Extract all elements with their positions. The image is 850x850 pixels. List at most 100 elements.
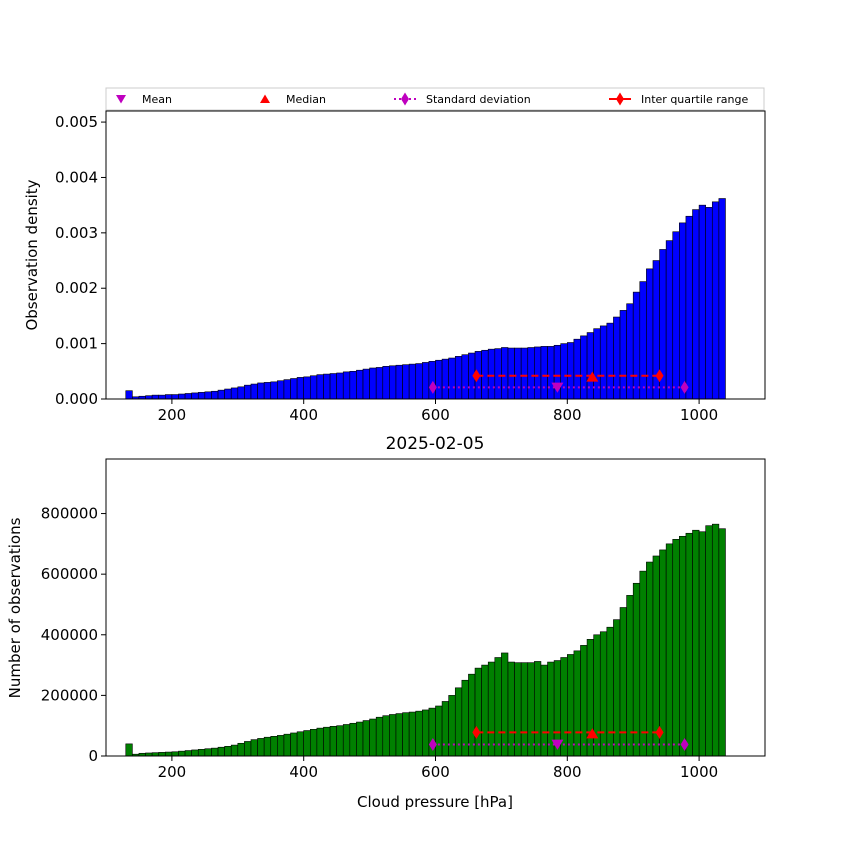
histogram-bar (665, 543, 674, 757)
histogram-bar (632, 582, 641, 757)
median-marker (586, 728, 599, 739)
histogram-bar (329, 373, 337, 400)
histogram-bar (566, 654, 575, 757)
histogram-bar (290, 732, 298, 757)
histogram-bar (540, 664, 548, 757)
histogram-bar (389, 714, 397, 757)
histogram-bar (679, 535, 687, 757)
std-marker (428, 737, 437, 751)
x-axis-label: Cloud pressure [hPa] (357, 793, 513, 811)
histogram-bar (290, 378, 298, 400)
legend-entry: Mean (116, 93, 172, 106)
histogram-bar (342, 371, 351, 400)
mean-marker (551, 739, 564, 750)
histogram-bar (323, 726, 331, 757)
y-tick-label: 600000 (41, 565, 98, 583)
x-tick-label: 600 (421, 763, 450, 781)
histogram-bar (606, 626, 614, 757)
histogram-bar (257, 738, 265, 757)
x-tick-label: 1000 (680, 406, 718, 424)
histogram-bar (672, 539, 680, 757)
histogram-bar (454, 356, 463, 400)
y-tick-label: 0.002 (55, 279, 98, 297)
histogram-bar (244, 384, 252, 400)
x-tick-label: 800 (553, 763, 582, 781)
histogram-bar (369, 718, 377, 757)
histogram-bar (514, 662, 522, 757)
histogram-bar (718, 528, 726, 757)
histogram-bar (283, 379, 291, 400)
histogram-bar (428, 361, 436, 400)
legend-entry: Inter quartile range (609, 92, 748, 106)
density-histogram: 200 400 600 800 1000 0.000 0.001 0.002 0.003 0.0… (23, 110, 766, 424)
histogram-bar (619, 607, 627, 757)
histogram-bar (263, 382, 272, 400)
y-tick-label: 0.004 (55, 168, 98, 186)
histogram-bar (665, 240, 674, 400)
histogram-bar (646, 561, 654, 757)
histogram-bar (362, 720, 370, 757)
histogram-bar (573, 650, 581, 757)
legend-label: Standard deviation (426, 93, 531, 106)
y-tick-label: 200000 (41, 686, 98, 704)
histogram-bar (349, 722, 357, 757)
y-axis-label-top: Observation density (23, 179, 41, 330)
y-tick-label: 0.001 (55, 335, 98, 353)
histogram-bar (547, 346, 555, 400)
histogram-bar (520, 662, 529, 757)
histogram-bar (270, 381, 278, 400)
histogram-bar (632, 291, 641, 400)
histogram-bar (501, 652, 509, 757)
histogram-bar (125, 390, 133, 400)
histogram-bar (685, 532, 693, 757)
histogram-bar (283, 733, 291, 757)
histogram-bar (158, 752, 166, 757)
histogram-bar (375, 367, 384, 400)
legend-label: Median (286, 93, 326, 106)
histogram-bar (211, 390, 219, 400)
histogram-bar (217, 389, 225, 400)
median-marker (586, 371, 599, 382)
iqr-marker (472, 725, 481, 739)
histogram-bar (507, 661, 515, 757)
histogram-bar (692, 209, 700, 400)
histogram-bar (514, 347, 522, 400)
legend-entry: Standard deviation (394, 92, 531, 106)
y-tick-label: 0.003 (55, 224, 98, 242)
histogram-bar (626, 303, 634, 400)
legend: Mean Median Standard deviation Inter quarti… (105, 87, 765, 111)
histogram-bar (494, 348, 502, 400)
histogram-bar (257, 382, 265, 400)
histogram-bar (613, 619, 621, 757)
histogram-bar (277, 735, 285, 757)
histogram-bar (224, 388, 232, 400)
histogram-bar (461, 679, 469, 757)
histogram-bar (356, 369, 364, 400)
histogram-bar (448, 357, 456, 400)
histogram-bar (178, 750, 186, 757)
x-tick-label: 600 (421, 406, 450, 424)
histogram-bar (646, 268, 654, 400)
histogram-bar (171, 394, 179, 400)
histogram-bar (211, 747, 219, 757)
histogram-bar (507, 347, 515, 400)
y-tick-label: 800000 (41, 505, 98, 523)
histogram-bar (323, 373, 331, 400)
histogram-bar (534, 346, 542, 400)
histogram-bar (217, 746, 225, 757)
histogram-bar (619, 310, 627, 400)
histogram-bar (435, 705, 443, 757)
histogram-bar (652, 555, 660, 757)
histogram-bar (606, 322, 614, 400)
histogram-bar (316, 727, 324, 757)
chart-title: 2025-02-05 (386, 434, 485, 454)
histogram-bar (303, 730, 311, 757)
histogram-bar (481, 664, 489, 757)
histogram-bar (336, 372, 344, 400)
histogram-bar (408, 711, 417, 757)
histogram-bar (389, 365, 397, 400)
histogram-bar (336, 725, 344, 757)
histogram-bar (402, 712, 410, 757)
legend-label: Inter quartile range (641, 93, 748, 106)
legend-marker (401, 92, 409, 106)
